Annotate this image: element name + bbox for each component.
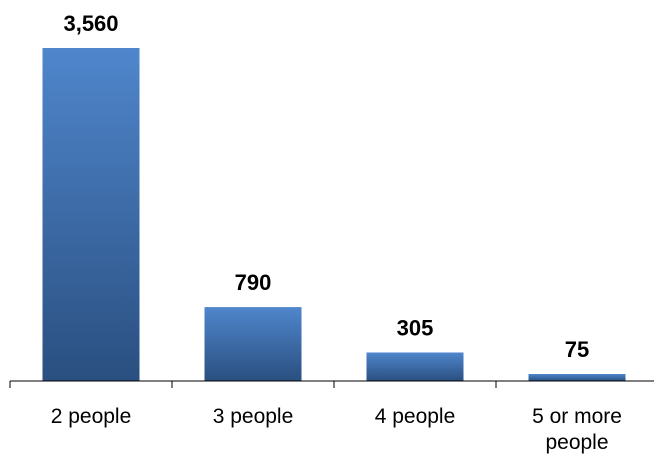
value-label-3: 305 (397, 316, 434, 341)
bar-2 (204, 307, 302, 381)
category-label-line: 4 people (375, 405, 456, 428)
category-label-4: 5 or more people (532, 405, 622, 454)
bar-3 (366, 352, 464, 381)
category-label-line: 5 or more (532, 405, 622, 428)
bar-1 (42, 48, 140, 381)
category-label-line: people (545, 431, 608, 454)
bars-layer (42, 48, 626, 381)
category-label-line: 2 people (51, 405, 132, 428)
category-label-line: 3 people (213, 405, 294, 428)
category-label-3: 4 people (375, 405, 456, 428)
category-label-1: 2 people (51, 405, 132, 428)
value-label-4: 75 (565, 337, 589, 362)
x-axis (9, 380, 654, 388)
category-label-2: 3 people (213, 405, 294, 428)
value-label-1: 3,560 (63, 11, 118, 36)
labels-layer: 3,560 2 people 790 3 people 305 4 people 75 5 o… (51, 11, 622, 454)
bar-4 (528, 374, 626, 381)
value-label-2: 790 (235, 270, 272, 295)
